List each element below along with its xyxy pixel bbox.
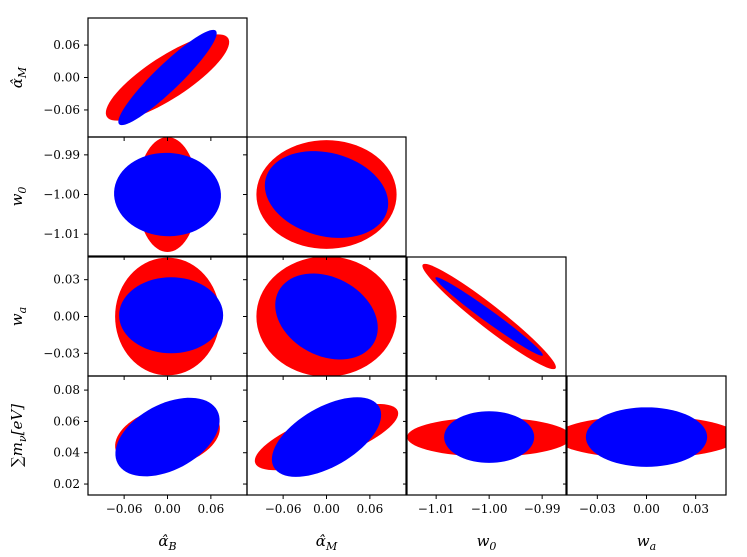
blue-ellipse bbox=[114, 152, 221, 237]
y-axis-label: w0 bbox=[8, 187, 29, 207]
blue-ellipse bbox=[264, 151, 389, 238]
y-tick-label: −1.00 bbox=[43, 188, 80, 202]
svg-text:α̂M: α̂M bbox=[316, 532, 338, 553]
blue-ellipse bbox=[115, 397, 220, 477]
blue-ellipse bbox=[444, 411, 535, 463]
svg-text:wa: wa bbox=[8, 307, 29, 326]
x-tick-label: 0.06 bbox=[198, 502, 225, 516]
panel-aM-vs-mnu bbox=[254, 397, 399, 477]
y-tick-label: −0.03 bbox=[43, 346, 80, 360]
x-axis-label: w0 bbox=[477, 532, 497, 553]
x-axis-label: α̂M bbox=[316, 532, 338, 553]
x-tick-label: 0.06 bbox=[357, 502, 384, 516]
x-tick-label: −0.06 bbox=[265, 502, 302, 516]
x-tick-label: −1.01 bbox=[418, 502, 455, 516]
panel-wa-vs-mnu bbox=[567, 407, 726, 467]
svg-text:wa: wa bbox=[637, 532, 656, 553]
x-tick-label: −0.06 bbox=[106, 502, 143, 516]
x-axis-label: wa bbox=[637, 532, 656, 553]
y-tick-label: 0.06 bbox=[53, 414, 80, 428]
panel-aB-vs-aM bbox=[105, 29, 230, 126]
svg-text:w0: w0 bbox=[8, 187, 29, 207]
y-tick-label: −0.06 bbox=[43, 103, 80, 117]
panel-w0-vs-mnu bbox=[407, 411, 566, 463]
blue-ellipse bbox=[275, 273, 378, 360]
panel-aB-vs-mnu bbox=[115, 397, 220, 477]
y-tick-label: 0.00 bbox=[53, 71, 80, 85]
blue-ellipse bbox=[119, 277, 224, 354]
y-axis-label: α̂M bbox=[8, 66, 29, 88]
x-tick-label: 0.00 bbox=[633, 502, 660, 516]
y-tick-label: −0.99 bbox=[43, 148, 80, 162]
y-axis-label: ∑mν[eV] bbox=[8, 404, 29, 467]
y-tick-label: 0.04 bbox=[53, 446, 80, 460]
x-tick-label: 0.03 bbox=[682, 502, 709, 516]
blue-ellipse bbox=[118, 29, 217, 126]
blue-ellipse bbox=[585, 407, 708, 467]
x-tick-label: −0.03 bbox=[579, 502, 616, 516]
y-tick-label: 0.02 bbox=[53, 477, 80, 491]
blue-ellipse bbox=[435, 277, 543, 356]
x-tick-label: −1.00 bbox=[471, 502, 508, 516]
panel-aM-vs-wa bbox=[256, 257, 397, 376]
blue-ellipse bbox=[271, 397, 382, 477]
panel-w0-vs-wa bbox=[422, 263, 556, 370]
y-tick-label: 0.03 bbox=[53, 273, 80, 287]
panel-aB-vs-w0 bbox=[114, 137, 221, 253]
svg-text:α̂M: α̂M bbox=[8, 66, 29, 88]
y-tick-label: 0.08 bbox=[53, 383, 80, 397]
y-axis-label: wa bbox=[8, 307, 29, 326]
x-tick-label: 0.00 bbox=[154, 502, 181, 516]
axes-frame bbox=[406, 375, 567, 496]
y-tick-label: 0.06 bbox=[53, 38, 80, 52]
svg-text:α̂B: α̂B bbox=[158, 532, 176, 553]
x-tick-label: −0.99 bbox=[524, 502, 561, 516]
x-axis-label: α̂B bbox=[158, 532, 176, 553]
svg-text:∑mν[eV]: ∑mν[eV] bbox=[8, 404, 29, 467]
svg-text:w0: w0 bbox=[477, 532, 497, 553]
y-tick-label: −1.01 bbox=[43, 227, 80, 241]
panel-aM-vs-w0 bbox=[256, 140, 397, 249]
x-tick-label: 0.00 bbox=[313, 502, 340, 516]
panel-aB-vs-wa bbox=[115, 257, 224, 376]
y-tick-label: 0.00 bbox=[53, 310, 80, 324]
